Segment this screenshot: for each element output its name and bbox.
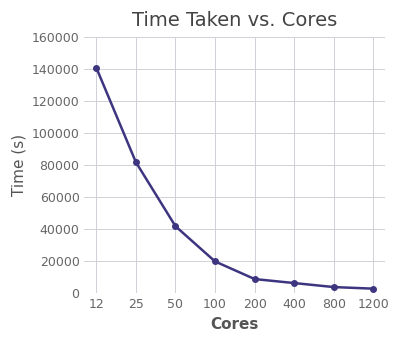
Y-axis label: Time (s): Time (s) (11, 134, 26, 197)
X-axis label: Cores: Cores (211, 317, 259, 332)
Title: Time Taken vs. Cores: Time Taken vs. Cores (132, 11, 338, 30)
